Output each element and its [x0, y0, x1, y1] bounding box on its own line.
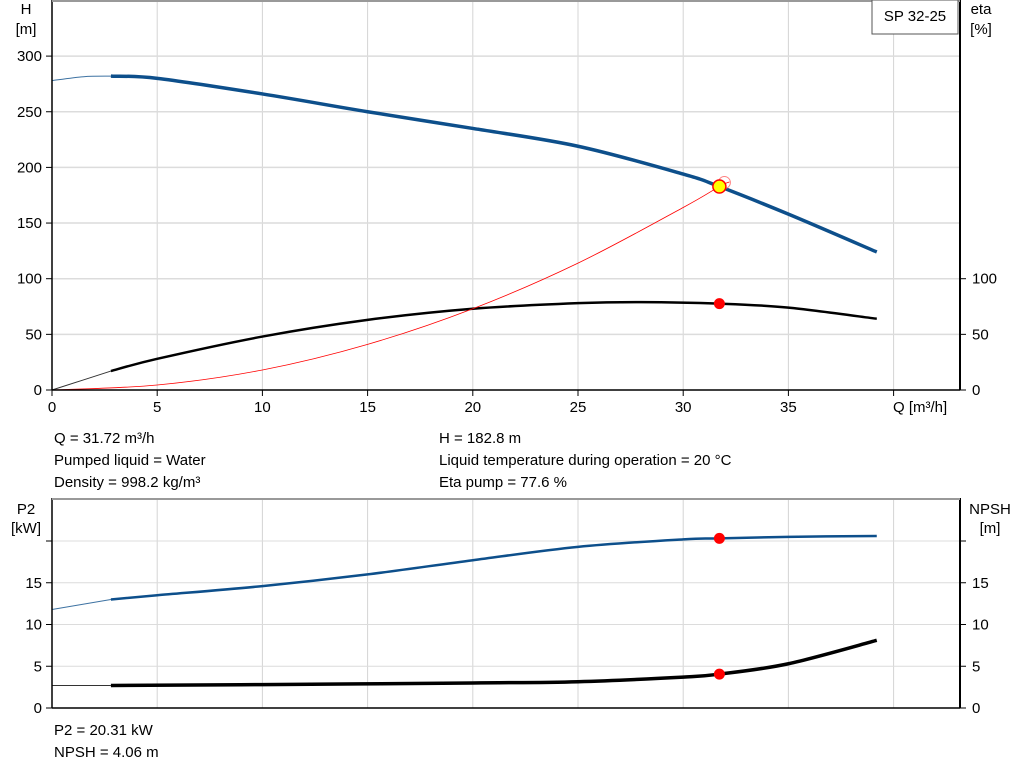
- y2-tick-label: 50: [972, 326, 989, 343]
- operating-point-marker: [713, 298, 725, 310]
- p2-axis-label: P2: [17, 501, 35, 518]
- info-eta: Eta pump = 77.6 %: [439, 474, 567, 491]
- NPSH-curve: [110, 638, 878, 688]
- x-tick-label: 35: [780, 399, 797, 416]
- y2-axis-unit: [%]: [970, 21, 992, 38]
- bottom-grid: [52, 498, 960, 708]
- y-tick-label: 0: [34, 700, 42, 717]
- info-npsh: NPSH = 4.06 m: [54, 744, 159, 761]
- y-axis-unit: [m]: [16, 21, 37, 38]
- npsh-axis-label: NPSH: [969, 501, 1011, 518]
- info-temp: Liquid temperature during operation = 20…: [439, 452, 732, 469]
- info-liquid: Pumped liquid = Water: [54, 452, 206, 469]
- y-tick-label: 300: [17, 48, 42, 65]
- y2-tick-label: 5: [972, 658, 980, 675]
- x-tick-label: 30: [675, 399, 692, 416]
- info-p2: P2 = 20.31 kW: [54, 722, 153, 739]
- y-tick-label: 200: [17, 159, 42, 176]
- npsh-axis-unit: [m]: [980, 520, 1001, 537]
- curves: [51, 74, 878, 688]
- H-curve-extrapolated: [51, 75, 111, 82]
- y-axis-label: H: [21, 1, 32, 18]
- P2-curve: [110, 534, 877, 601]
- y-tick-label: 100: [17, 271, 42, 288]
- operating-point-marker: [713, 668, 725, 680]
- y2-tick-label: 10: [972, 617, 989, 634]
- y2-tick-label: 15: [972, 575, 989, 592]
- y-tick-label: 150: [17, 215, 42, 232]
- y2-tick-label: 100: [972, 271, 997, 288]
- y-tick-label: 50: [25, 326, 42, 343]
- x-axis-label: Q [m³/h]: [893, 399, 947, 416]
- y2-tick-label: 0: [972, 700, 980, 717]
- x-tick-label: 5: [153, 399, 161, 416]
- info-h: H = 182.8 m: [439, 430, 522, 447]
- p2-axis-unit: [kW]: [11, 520, 41, 537]
- y-tick-label: 10: [25, 617, 42, 634]
- y-tick-label: 0: [34, 382, 42, 399]
- P2-curve-extrapolated: [51, 598, 111, 610]
- info-q: Q = 31.72 m³/h: [54, 430, 155, 447]
- y2-tick-label: 0: [972, 382, 980, 399]
- operating-point-marker: [713, 532, 725, 544]
- x-tick-label: 20: [464, 399, 481, 416]
- system-curve: [51, 181, 730, 391]
- y-tick-label: 15: [25, 575, 42, 592]
- y-tick-label: 250: [17, 104, 42, 121]
- y2-axis-label: eta: [971, 1, 993, 18]
- top-grid: [52, 0, 960, 390]
- title-box: [871, 0, 959, 35]
- eta-curve-extrapolated: [51, 370, 112, 391]
- H-curve: [110, 74, 878, 254]
- x-tick-label: 10: [254, 399, 271, 416]
- chart-title: SP 32-25: [884, 8, 946, 25]
- axes: [46, 0, 966, 709]
- x-tick-label: 25: [570, 399, 587, 416]
- x-tick-label: 15: [359, 399, 376, 416]
- duty-point-marker: [712, 179, 727, 194]
- y-tick-label: 5: [34, 658, 42, 675]
- x-tick-label: 0: [48, 399, 56, 416]
- eta-curve: [110, 300, 877, 373]
- info-density: Density = 998.2 kg/m³: [54, 474, 201, 491]
